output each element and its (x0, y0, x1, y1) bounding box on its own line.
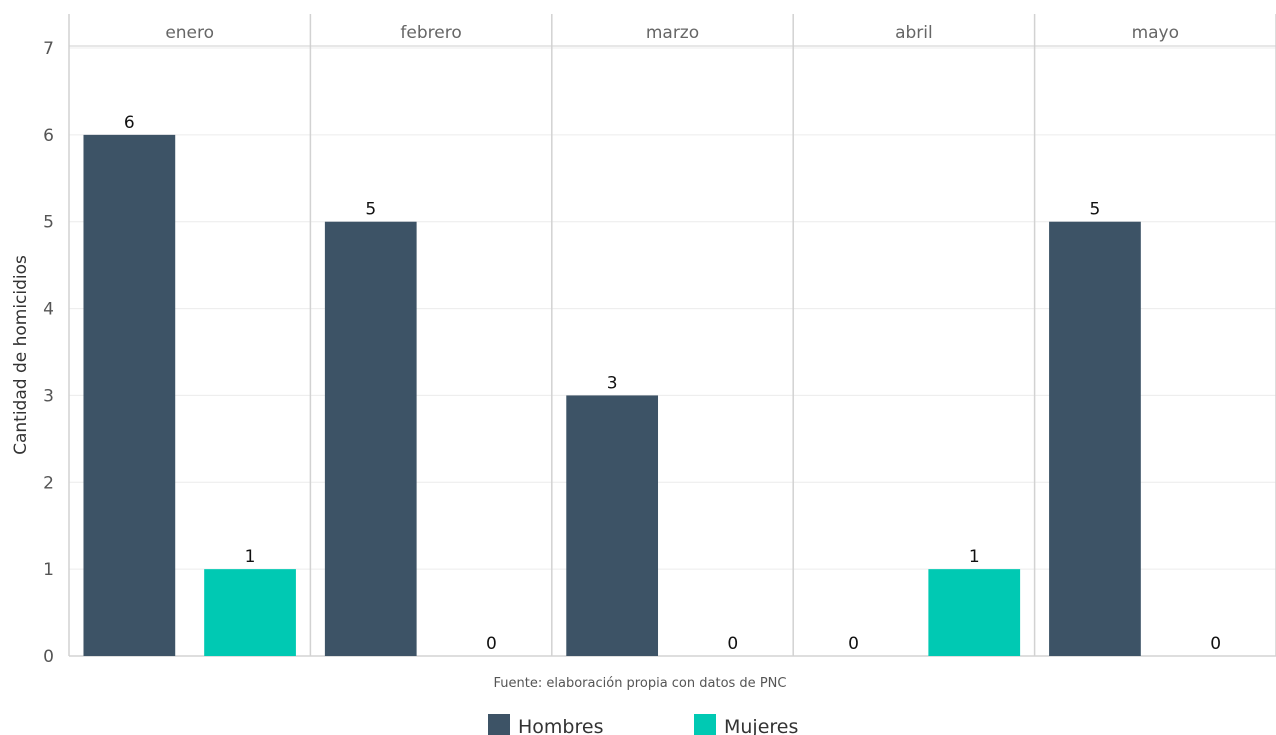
bar-hombres-mayo (1049, 221, 1141, 656)
y-axis-label: Cantidad de homicidios (11, 255, 31, 455)
bar-hombres-marzo (566, 395, 659, 656)
facet-label: febrero (400, 23, 461, 43)
legend-item-mujeres: Mujeres (694, 714, 798, 735)
bar-hombres-febrero (324, 221, 417, 656)
grid-layer (68, 14, 1276, 657)
bar-value-label: 1 (245, 547, 256, 567)
bar-value-label: 0 (1210, 634, 1221, 654)
bar-hombres-enero (83, 134, 176, 656)
facets-layer: enero 6 1 febrero 5 0 marzo 3 0 abril 0 1 mayo 5 0 (69, 23, 1276, 656)
bar-mujeres-enero (204, 569, 296, 656)
legend-item-hombres: Hombres (488, 714, 603, 735)
bar-value-label: 0 (486, 634, 497, 654)
y-tick-label: 1 (43, 560, 54, 580)
facet-label: mayo (1132, 23, 1179, 43)
facet-label: enero (165, 23, 214, 43)
legend-label: Mujeres (724, 716, 798, 735)
bar-mujeres-abril (928, 569, 1021, 656)
bar-value-label: 0 (727, 634, 738, 654)
bar-value-label: 0 (848, 634, 859, 654)
facet-enero: enero 6 1 (69, 23, 311, 656)
facet-label: abril (895, 23, 933, 43)
bar-value-label: 3 (607, 373, 618, 393)
bar-value-label: 5 (365, 200, 376, 220)
y-axis: 0 1 2 3 4 5 6 7 (43, 39, 54, 667)
facet-mayo: mayo 5 0 (1034, 23, 1276, 656)
bar-value-label: 6 (124, 113, 135, 133)
legend-label: Hombres (518, 716, 603, 735)
facet-febrero: febrero 5 0 (310, 23, 552, 656)
y-tick-label: 4 (43, 300, 54, 320)
facet-label: marzo (646, 23, 699, 43)
y-tick-label: 7 (43, 39, 54, 59)
y-tick-label: 2 (43, 473, 54, 493)
y-tick-label: 5 (43, 213, 54, 233)
facet-marzo: marzo 3 0 (551, 23, 794, 656)
bar-value-label: 5 (1090, 200, 1101, 220)
y-tick-label: 0 (43, 647, 54, 667)
legend-swatch (694, 714, 716, 735)
legend: Hombres Mujeres (488, 714, 798, 735)
bar-value-label: 1 (969, 547, 980, 567)
facet-abril: abril 0 1 (793, 23, 1035, 656)
chart-caption: Fuente: elaboración propia con datos de … (494, 676, 787, 691)
y-tick-label: 6 (43, 126, 54, 146)
legend-swatch (488, 714, 510, 735)
y-tick-label: 3 (43, 386, 54, 406)
